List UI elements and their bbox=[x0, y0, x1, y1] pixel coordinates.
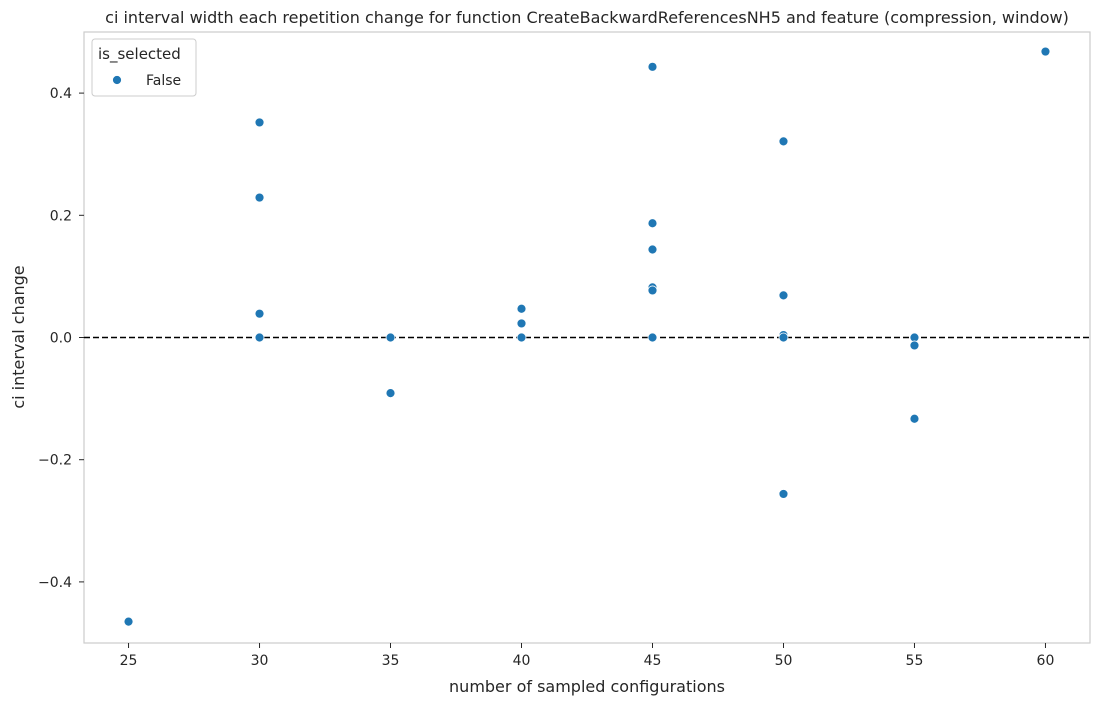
y-tick-label: −0.4 bbox=[38, 575, 72, 591]
data-point bbox=[385, 332, 396, 343]
x-tick-label: 40 bbox=[513, 653, 531, 669]
legend-marker bbox=[112, 75, 122, 85]
data-point bbox=[516, 332, 527, 343]
x-axis-label: number of sampled configurations bbox=[449, 677, 725, 696]
data-point bbox=[516, 318, 527, 329]
y-tick-label: 0.0 bbox=[50, 331, 72, 347]
data-point bbox=[647, 285, 658, 296]
data-point bbox=[516, 303, 527, 314]
x-tick-label: 45 bbox=[644, 653, 662, 669]
data-point bbox=[778, 290, 789, 301]
data-point bbox=[254, 117, 265, 128]
data-point bbox=[254, 332, 265, 343]
data-point bbox=[123, 616, 134, 627]
data-point bbox=[647, 61, 658, 72]
legend-title: is_selected bbox=[98, 45, 181, 64]
y-axis-label: ci interval change bbox=[9, 265, 28, 408]
x-tick-label: 60 bbox=[1037, 653, 1055, 669]
data-points bbox=[123, 46, 1051, 627]
legend-label: False bbox=[146, 73, 181, 89]
x-tick-label: 30 bbox=[251, 653, 269, 669]
data-point bbox=[909, 413, 920, 424]
data-point bbox=[647, 332, 658, 343]
x-tick-label: 25 bbox=[120, 653, 138, 669]
x-tick-label: 55 bbox=[906, 653, 924, 669]
y-axis-ticks: −0.4 −0.2 0.0 0.2 0.4 bbox=[38, 86, 84, 591]
x-tick-label: 50 bbox=[775, 653, 793, 669]
data-point bbox=[1040, 46, 1051, 57]
data-point bbox=[647, 218, 658, 229]
data-point bbox=[778, 489, 789, 499]
data-point bbox=[778, 136, 789, 147]
legend: is_selected False bbox=[91, 38, 197, 97]
x-tick-label: 35 bbox=[382, 653, 400, 669]
y-tick-label: −0.2 bbox=[38, 453, 72, 469]
data-point bbox=[909, 340, 920, 351]
data-point bbox=[254, 192, 265, 203]
data-point bbox=[647, 244, 658, 255]
y-tick-label: 0.4 bbox=[50, 86, 72, 102]
data-point bbox=[254, 308, 265, 319]
chart-title: ci interval width each repetition change… bbox=[105, 8, 1069, 27]
data-point bbox=[778, 332, 789, 343]
x-axis-ticks: 25 30 35 40 45 50 55 60 bbox=[120, 643, 1055, 669]
y-tick-label: 0.2 bbox=[50, 208, 72, 224]
data-point bbox=[385, 388, 396, 399]
